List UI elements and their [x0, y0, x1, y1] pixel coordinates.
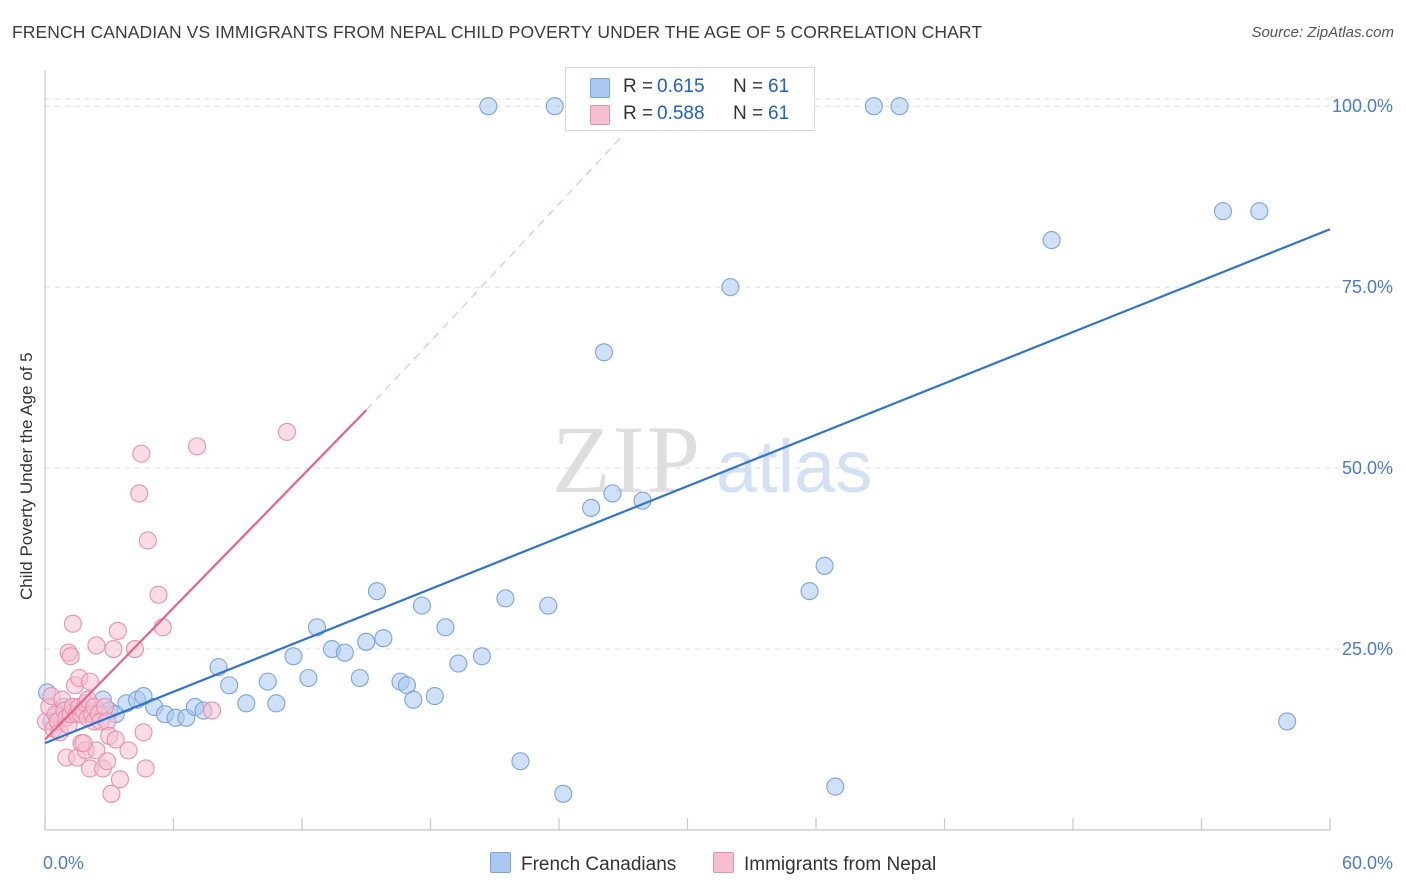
data-point — [800, 582, 819, 601]
grid-lines — [45, 98, 1392, 650]
data-point — [106, 730, 125, 749]
data-point — [132, 444, 151, 463]
legend-row-immigrants-from-nepal: R = 0.588 N = 61 — [566, 101, 814, 127]
data-point — [61, 647, 80, 666]
data-point — [1042, 231, 1061, 250]
data-point — [299, 668, 318, 688]
data-point — [582, 498, 601, 517]
series-legend: French Canadians Immigrants from Nepal — [0, 852, 1406, 876]
data-point — [87, 636, 106, 655]
x-tick-label: 0.0% — [43, 853, 84, 873]
chart-title: FRENCH CANADIAN VS IMMIGRANTS FROM NEPAL… — [12, 22, 983, 42]
legend-swatch-blue — [590, 78, 610, 98]
correlation-legend: R = 0.615 N = 61 R = 0.588 N = 61 — [565, 67, 815, 131]
legend-r-label: R = — [623, 76, 654, 97]
legend-label: Immigrants from Nepal — [744, 854, 937, 875]
y-axis-label: Child Poverty Under the Age of 5 — [17, 352, 36, 600]
series-immigrants-from-nepal — [37, 422, 297, 803]
data-point — [594, 343, 614, 362]
data-point — [864, 97, 883, 116]
data-point — [74, 734, 93, 753]
data-point — [554, 784, 573, 803]
data-point — [138, 531, 157, 550]
data-point — [1213, 202, 1232, 221]
tick-labels: 25.0% 50.0% 75.0% 100.0% 0.0% 60.0% — [43, 96, 1393, 873]
data-point — [357, 632, 376, 651]
data-point — [412, 596, 431, 615]
trend-lines — [44, 134, 1331, 745]
trend-line-immigrants-from-nepal — [44, 409, 368, 741]
data-point — [511, 752, 530, 771]
data-point — [188, 437, 207, 456]
trend-line-french-canadians — [44, 228, 1331, 745]
legend-n-value: 61 — [768, 76, 790, 97]
data-point — [110, 770, 130, 789]
watermark-zip: ZIP — [552, 406, 702, 513]
data-point — [815, 556, 834, 575]
data-point — [1250, 202, 1269, 221]
legend-label: French Canadians — [521, 854, 677, 875]
y-tick-label: 50.0% — [1342, 458, 1393, 478]
legend-n-value: 61 — [768, 103, 790, 124]
data-point — [237, 694, 256, 713]
legend-row-french-canadians: R = 0.615 N = 61 — [566, 74, 814, 100]
data-point — [374, 629, 393, 648]
y-tick-label: 75.0% — [1342, 277, 1393, 297]
data-point — [449, 654, 468, 673]
legend-r-label: R = — [623, 103, 654, 124]
watermark-atlas: atlas — [716, 425, 872, 508]
data-point — [119, 741, 138, 760]
data-point — [149, 585, 168, 604]
data-point — [80, 672, 100, 691]
data-point — [267, 694, 286, 713]
x-tick-label: 60.0% — [1342, 853, 1393, 873]
data-point — [98, 752, 117, 771]
legend-item-french-canadians: French Canadians — [490, 852, 676, 876]
data-point — [134, 723, 153, 742]
data-point — [335, 643, 354, 662]
data-point — [102, 784, 121, 803]
source-label: Source: ZipAtlas.com — [1251, 24, 1394, 41]
y-tick-label: 100.0% — [1332, 96, 1393, 116]
data-point — [104, 639, 123, 659]
data-point — [890, 97, 909, 116]
legend-item-immigrants-from-nepal: Immigrants from Nepal — [713, 852, 936, 876]
data-point — [153, 618, 172, 637]
data-point — [472, 647, 491, 666]
data-point — [436, 618, 455, 637]
data-point — [63, 614, 82, 633]
data-point — [220, 676, 239, 695]
data-point — [545, 97, 564, 116]
legend-r-value: 0.588 — [657, 103, 705, 124]
data-point — [1278, 712, 1297, 731]
trend-extension-immigrants-from-nepal — [365, 134, 624, 411]
data-point — [284, 647, 303, 666]
data-point — [350, 668, 369, 688]
data-point — [496, 589, 515, 608]
data-point — [125, 639, 144, 659]
data-point — [367, 582, 387, 601]
legend-swatch-blue — [490, 852, 511, 873]
data-point — [425, 687, 444, 706]
data-point — [603, 484, 622, 503]
data-point — [130, 484, 149, 503]
legend-swatch-pink — [713, 852, 734, 873]
legend-n-label: N = — [733, 76, 764, 97]
data-point — [826, 777, 845, 796]
data-point — [539, 596, 558, 615]
legend-n-label: N = — [733, 103, 764, 124]
data-point — [136, 759, 155, 778]
data-point — [721, 278, 740, 297]
y-tick-label: 25.0% — [1342, 639, 1393, 659]
data-point — [203, 701, 222, 720]
data-point — [479, 97, 498, 116]
data-point — [404, 690, 423, 709]
data-point — [277, 422, 297, 441]
legend-swatch-pink — [590, 105, 610, 125]
data-point — [108, 621, 127, 641]
data-point — [258, 672, 277, 691]
legend-r-value: 0.615 — [657, 76, 705, 97]
